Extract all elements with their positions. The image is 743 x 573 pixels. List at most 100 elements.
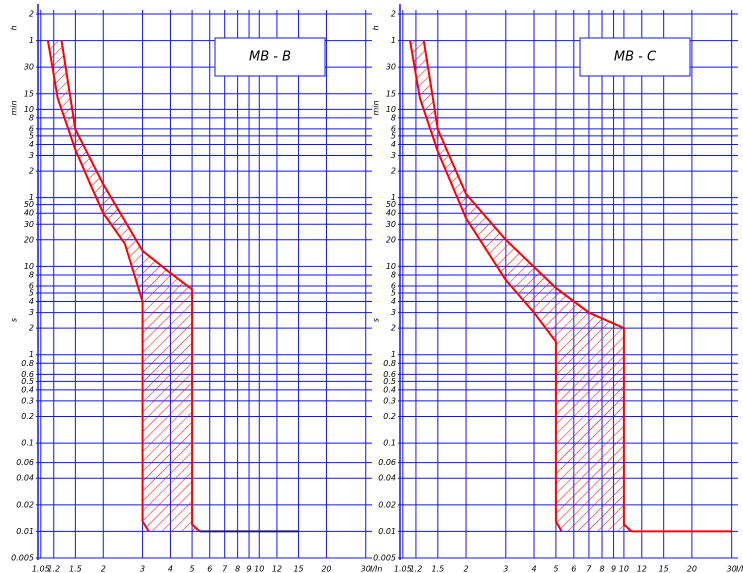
y-tick-label: 1 (391, 36, 396, 45)
x-tick-label: 9 (611, 565, 616, 573)
x-tick-label: 1.5 (431, 565, 444, 573)
y-tick-label: 8 (391, 113, 396, 122)
y-tick-label: 3 (29, 151, 34, 160)
y-tick-label: 2 (391, 167, 396, 176)
y-tick-label: 50 (24, 200, 34, 209)
y-tick-label: 0.04 (16, 474, 34, 483)
y-tick-label: 5 (391, 131, 396, 140)
y-tick-label: 0.2 (383, 412, 396, 421)
y-tick-label: 0.6 (21, 370, 34, 379)
x-axis-label: I/In (370, 565, 382, 573)
y-tick-label: 0.02 (378, 500, 396, 509)
x-tick-label: 9 (247, 565, 252, 573)
y-tick-label: 4 (29, 140, 34, 149)
curve (409, 40, 563, 532)
x-tick-label: 12 (272, 565, 282, 573)
x-tick-label: 7 (586, 565, 592, 573)
y-tick-label: 2 (29, 167, 34, 176)
y-tick-label: 20 (24, 235, 34, 244)
y-tick-label: 2 (29, 10, 34, 19)
chart-title: MB - B (249, 50, 291, 65)
chart-title: MB - C (614, 50, 657, 65)
y-tick-label: 0.01 (16, 527, 34, 536)
y-tick-label: 0.005 (11, 554, 34, 563)
y-tick-label: 40 (24, 209, 34, 218)
y-tick-label: 0.3 (21, 396, 34, 405)
y-tick-label: 6 (29, 282, 34, 291)
y-tick-label: 4 (391, 140, 396, 149)
y-tick-label: 0.01 (378, 527, 396, 536)
y-tick-label: 0.1 (383, 439, 396, 448)
y-unit-label: min (372, 100, 381, 115)
y-tick-label: 8 (29, 113, 34, 122)
y-tick-label: 0.3 (383, 396, 396, 405)
y-tick-label: 0.6 (383, 370, 396, 379)
hatch-area (47, 40, 200, 532)
y-unit-label: h (10, 25, 19, 30)
x-tick-label: 20 (687, 565, 697, 573)
y-tick-label: 15 (386, 89, 396, 98)
x-tick-label: 6 (571, 565, 576, 573)
y-tick-label: 0.005 (373, 554, 396, 563)
y-tick-label: 20 (386, 235, 396, 244)
x-tick-label: 3 (503, 565, 508, 573)
y-tick-label: 30 (386, 63, 396, 72)
y-tick-label: 2 (391, 324, 396, 333)
y-tick-label: 3 (391, 308, 396, 317)
x-tick-label: 4 (168, 565, 173, 573)
y-tick-label: 0.8 (21, 359, 34, 368)
y-tick-label: 0.8 (383, 359, 396, 368)
y-tick-label: 2 (29, 324, 34, 333)
y-tick-label: 0.5 (21, 377, 34, 386)
title-box (214, 37, 326, 77)
x-tick-label: 5 (553, 565, 558, 573)
y-unit-label: min (10, 100, 19, 115)
title-box (579, 37, 691, 77)
y-tick-label: 6 (29, 124, 34, 133)
y-tick-label: 8 (29, 270, 34, 279)
x-tick-label: 12 (637, 565, 647, 573)
y-tick-label: 5 (391, 288, 396, 297)
y-tick-label: 8 (391, 270, 396, 279)
y-tick-label: 10 (24, 105, 34, 114)
curve (60, 40, 201, 533)
y-tick-label: 0.2 (21, 412, 34, 421)
y-tick-label: 4 (29, 297, 34, 306)
y-tick-label: 50 (386, 200, 396, 209)
y-tick-label: 0.5 (383, 377, 396, 386)
y-tick-label: 6 (391, 282, 396, 291)
x-tick-label: 2 (101, 565, 106, 573)
y-unit-label: h (372, 25, 381, 30)
y-tick-label: 10 (386, 105, 396, 114)
y-tick-label: 3 (29, 308, 34, 317)
x-axis-label: I/In (736, 565, 743, 573)
x-tick-label: 30 (727, 565, 737, 573)
y-tick-label: 0.1 (21, 439, 34, 448)
y-tick-label: 6 (391, 124, 396, 133)
y-tick-label: 1 (29, 193, 34, 202)
x-tick-label: 1.05 (394, 565, 412, 573)
curve (422, 40, 633, 533)
y-tick-label: 1 (391, 193, 396, 202)
x-tick-label: 1.5 (69, 565, 82, 573)
x-tick-label: 6 (207, 565, 212, 573)
y-tick-label: 1 (29, 36, 34, 45)
y-tick-label: 10 (386, 262, 396, 271)
x-tick-label: 4 (531, 565, 536, 573)
y-tick-label: 5 (29, 131, 34, 140)
x-tick-label: 2 (463, 565, 468, 573)
x-tick-label: 1.2 (47, 565, 60, 573)
y-tick-label: 0.04 (378, 474, 396, 483)
x-tick-label: 5 (190, 565, 195, 573)
y-tick-label: 3 (391, 151, 396, 160)
y-tick-label: 0.4 (21, 385, 34, 394)
hatch-area (410, 40, 632, 532)
y-tick-label: 0.06 (378, 458, 396, 467)
y-tick-label: 30 (24, 63, 34, 72)
y-tick-label: 1 (391, 350, 396, 359)
x-tick-label: 20 (321, 565, 331, 573)
y-tick-label: 0.06 (16, 458, 34, 467)
x-tick-label: 10 (619, 565, 629, 573)
y-tick-label: 1 (29, 350, 34, 359)
